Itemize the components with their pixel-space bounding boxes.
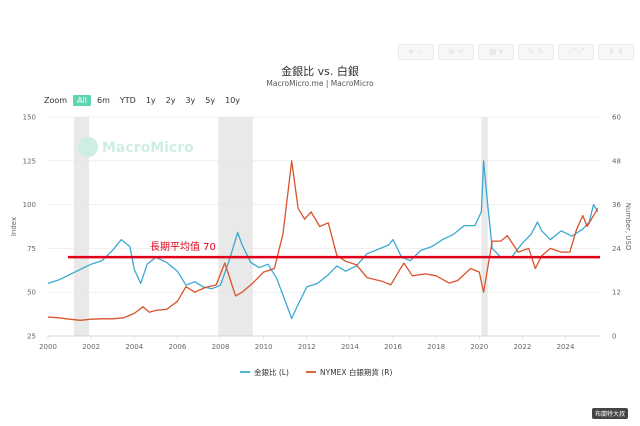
zoom-option-6m[interactable]: 6m <box>96 96 110 105</box>
download-icon[interactable]: ⬇ ⬇ <box>598 44 634 60</box>
series-line-gold-silver-ratio <box>47 160 599 320</box>
x-tick-label: 2020 <box>470 343 488 351</box>
series-line-silver-futures <box>47 160 599 321</box>
watermark-text: MacroMicro <box>102 140 194 156</box>
chart-title: 金銀比 vs. 白銀 <box>281 65 359 78</box>
x-tick-label: 2024 <box>557 343 575 351</box>
x-tick-label: 2002 <box>82 343 100 351</box>
x-tick-label: 2000 <box>39 343 57 351</box>
recession-band-2 <box>481 117 488 336</box>
y-left-tick-label: 150 <box>23 114 36 122</box>
zoom-option-3y[interactable]: 3y <box>185 96 196 105</box>
y-right-tick-label: 60 <box>612 114 621 122</box>
x-tick-label: 2016 <box>384 343 402 351</box>
legend-label-gold-silver-ratio: 金銀比 (L) <box>254 367 289 377</box>
source-badge: 布蘭特大叔 <box>591 408 628 419</box>
zoom-label: Zoom <box>44 96 68 105</box>
x-tick-label: 2006 <box>168 343 186 351</box>
zoom-option-10y[interactable]: 10y <box>225 96 241 105</box>
recession-band-1 <box>218 117 253 336</box>
share-icon[interactable]: ⊕ ✉ <box>438 44 474 60</box>
y-right-tick-label: 24 <box>612 245 621 253</box>
zoom-option-5y[interactable]: 5y <box>205 96 216 105</box>
y-right-tick-label: 12 <box>612 289 621 297</box>
zoom-selector: Zoom All 6m YTD 1y 2y 3y 5y 10y <box>44 95 244 106</box>
y-left-tick-label: 25 <box>27 333 36 341</box>
y-right-axis-title: Number, USD <box>624 203 632 251</box>
x-tick-label: 2010 <box>255 343 273 351</box>
x-tick-label: 2012 <box>298 343 316 351</box>
recession-band-0 <box>73 117 89 336</box>
x-tick-label: 2018 <box>427 343 445 351</box>
average-line-label: 長期平均值 70 <box>150 240 216 253</box>
y-right-tick-label: 48 <box>612 157 621 165</box>
chart-subtitle: MacroMicro.me | MacroMicro <box>266 79 374 88</box>
chart-toolbar: ★ ☆ ⊕ ✉ ▦ ▾ ✎ ✎ ⤢ ⤢ ⬇ ⬇ <box>398 44 634 60</box>
y-right-tick-label: 36 <box>612 201 621 209</box>
y-left-tick-label: 75 <box>27 245 36 253</box>
y-left-tick-label: 100 <box>23 201 36 209</box>
legend-label-silver-futures: NYMEX 白銀期貨 (R) <box>320 367 392 377</box>
edit-icon[interactable]: ✎ ✎ <box>518 44 554 60</box>
x-tick-label: 2008 <box>212 343 230 351</box>
y-right-tick-label: 0 <box>612 333 616 341</box>
fullscreen-icon[interactable]: ⤢ ⤢ <box>558 44 594 60</box>
x-tick-label: 2004 <box>125 343 143 351</box>
y-left-tick-label: 125 <box>23 157 36 165</box>
chart-type-icon[interactable]: ▦ ▾ <box>478 44 514 60</box>
zoom-option-all[interactable]: All <box>73 95 91 106</box>
zoom-option-1y[interactable]: 1y <box>145 96 156 105</box>
star-icon[interactable]: ★ ☆ <box>398 44 434 60</box>
x-tick-label: 2022 <box>513 343 531 351</box>
y-left-tick-label: 50 <box>27 289 36 297</box>
x-tick-label: 2014 <box>341 343 359 351</box>
watermark-logo-icon <box>78 137 98 157</box>
y-left-axis-title: Index <box>10 217 18 236</box>
zoom-option-ytd[interactable]: YTD <box>119 96 136 105</box>
zoom-option-2y[interactable]: 2y <box>165 96 176 105</box>
